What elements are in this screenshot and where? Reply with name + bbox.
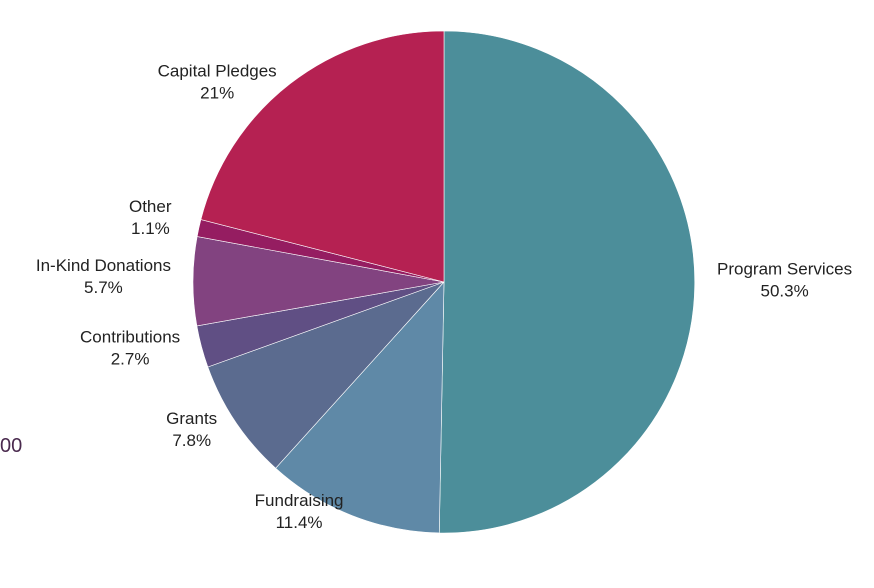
value-label-other: 1.1% xyxy=(131,219,170,238)
value-label-fundraising: 11.4% xyxy=(276,513,323,532)
label-grants: Grants xyxy=(166,409,217,428)
partial-amount-text: 00 xyxy=(0,435,23,457)
label-capital-pledges: Capital Pledges xyxy=(158,61,277,80)
slice-grants xyxy=(207,281,445,469)
label-program-services: Program Services xyxy=(717,260,852,279)
value-label-contributions: 2.7% xyxy=(111,349,150,368)
label-other: Other xyxy=(129,197,172,216)
pie-slices xyxy=(192,30,696,534)
value-label-program-services: 50.3% xyxy=(760,282,808,301)
slice-program-services xyxy=(438,30,696,534)
label-in-kind-donations: In-Kind Donations xyxy=(36,256,171,275)
value-label-capital-pledges: 21% xyxy=(200,83,234,102)
label-fundraising: Fundraising xyxy=(255,491,344,510)
slice-fundraising xyxy=(275,281,445,534)
value-label-grants: 7.8% xyxy=(172,431,211,450)
pie-labels: Program Services 50.3% Fundraising 11.4% Gra… xyxy=(36,61,852,532)
value-label-in-kind-donations: 5.7% xyxy=(84,278,123,297)
slice-capital-pledges xyxy=(200,30,445,283)
label-contributions: Contributions xyxy=(80,327,180,346)
